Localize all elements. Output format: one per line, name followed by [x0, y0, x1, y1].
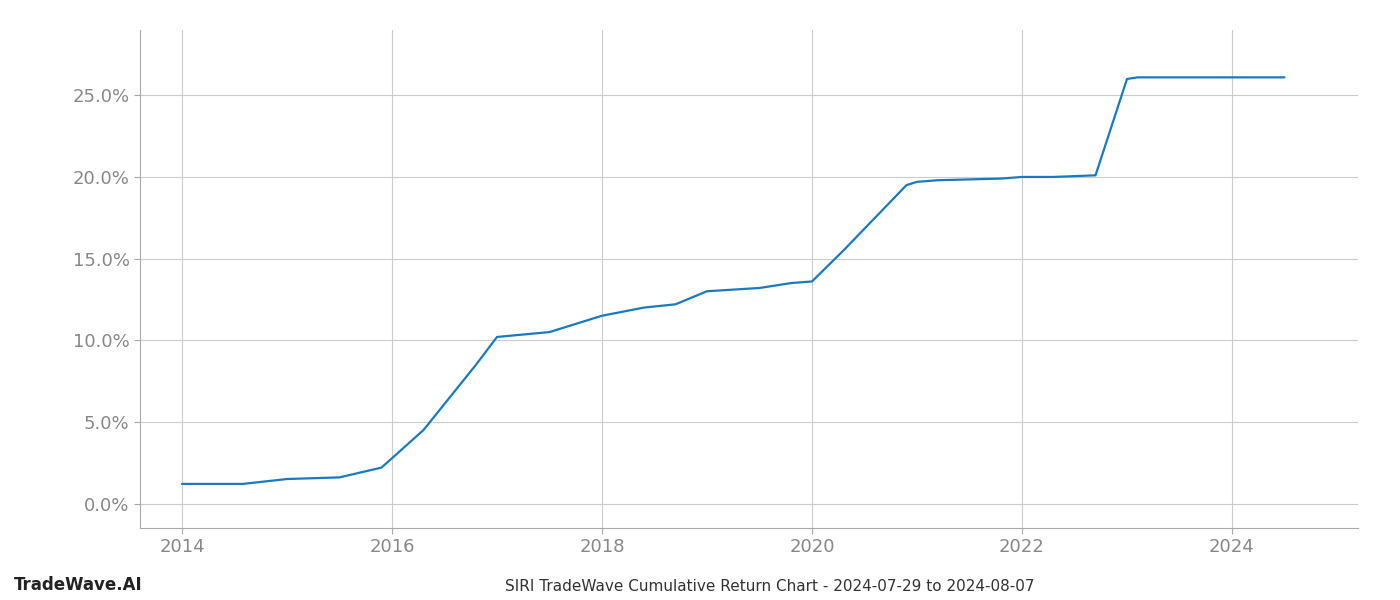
Text: SIRI TradeWave Cumulative Return Chart - 2024-07-29 to 2024-08-07: SIRI TradeWave Cumulative Return Chart -… [505, 579, 1035, 594]
Text: TradeWave.AI: TradeWave.AI [14, 576, 143, 594]
